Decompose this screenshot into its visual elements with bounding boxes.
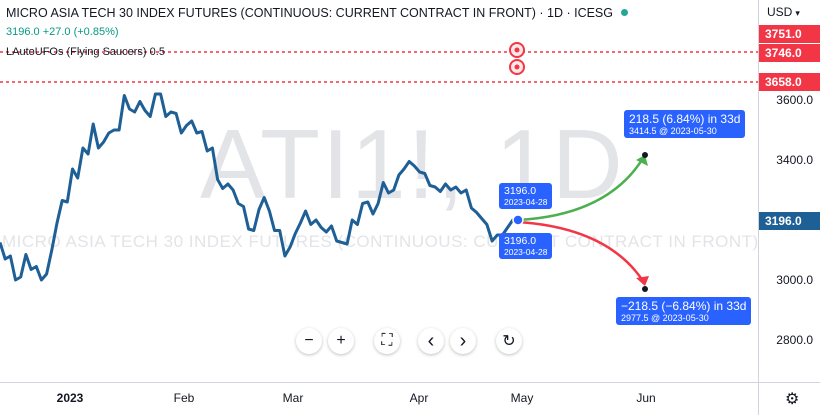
current-price-point bbox=[512, 214, 524, 226]
ufo-marker-icon bbox=[509, 42, 525, 75]
callout-current-top[interactable]: 3196.0 2023-04-28 bbox=[499, 183, 553, 209]
projection-up-point bbox=[642, 152, 648, 158]
callout-current-bottom[interactable]: 3196.0 2023-04-28 bbox=[499, 233, 553, 259]
projection-down-arrowhead bbox=[636, 276, 649, 286]
price-tag-lower: 3658.0 bbox=[759, 73, 820, 91]
price-tick: 2800.0 bbox=[776, 333, 813, 347]
callout-current-top-sub: 2023-04-28 bbox=[504, 197, 548, 207]
price-axis[interactable]: USD ▾ 3751.0 3746.0 3658.0 3600.0 3400.0 … bbox=[758, 0, 820, 382]
projection-down-arrow bbox=[517, 220, 647, 285]
symbol-title[interactable]: MICRO ASIA TECH 30 INDEX FUTURES (CONTIN… bbox=[6, 6, 628, 20]
callout-current-bottom-main: 3196.0 bbox=[504, 235, 537, 247]
time-tick: 2023 bbox=[56, 391, 84, 405]
time-tick: Jun bbox=[636, 391, 656, 405]
callout-current-bottom-sub: 2023-04-28 bbox=[504, 247, 548, 257]
callout-up-sub: 3414.5 @ 2023-05-30 bbox=[629, 126, 717, 136]
time-tick: Mar bbox=[282, 391, 304, 405]
time-tick: May bbox=[510, 391, 534, 405]
chart-area[interactable]: ATI1!, 1D MICRO ASIA TECH 30 INDEX FUTUR… bbox=[0, 0, 758, 382]
callout-down-sub: 2977.5 @ 2023-05-30 bbox=[621, 313, 709, 323]
gear-icon[interactable]: ⚙ bbox=[785, 391, 800, 408]
time-axis[interactable]: 2023 Feb Mar Apr May Jun bbox=[0, 382, 758, 415]
currency-selector[interactable]: USD ▾ bbox=[767, 5, 800, 19]
projection-down-point bbox=[642, 286, 648, 292]
callout-up-main: 218.5 (6.84%) in 33d bbox=[629, 112, 741, 126]
callout-down[interactable]: −218.5 (−6.84%) in 33d 2977.5 @ 2023-05-… bbox=[616, 297, 752, 325]
time-tick: Feb bbox=[173, 391, 195, 405]
price-tick: 3000.0 bbox=[776, 273, 813, 287]
callout-down-main: −218.5 (−6.84%) in 33d bbox=[621, 299, 747, 313]
market-status-icon bbox=[621, 9, 628, 16]
watermark-name: MICRO ASIA TECH 30 INDEX FUTURES (CONTIN… bbox=[2, 232, 758, 251]
scroll-right-button[interactable]: › bbox=[450, 328, 476, 354]
indicator-legend[interactable]: LAutoUFOs (Flying Saucers) 0.5 bbox=[6, 46, 165, 58]
chevron-down-icon: ▾ bbox=[795, 8, 800, 18]
time-tick: Apr bbox=[409, 391, 429, 405]
quote-change: 3196.0 +27.0 (+0.85%) bbox=[6, 26, 119, 38]
zoom-out-button[interactable]: − bbox=[296, 328, 322, 354]
scroll-left-button[interactable]: ‹ bbox=[418, 328, 444, 354]
reset-chart-button[interactable]: ↻ bbox=[496, 328, 522, 354]
price-tag-upper: 3746.0 bbox=[759, 44, 820, 62]
price-tag-current: 3196.0 bbox=[759, 212, 820, 230]
price-line bbox=[0, 92, 519, 282]
price-plot[interactable] bbox=[0, 0, 758, 382]
chart-settings-corner: ⚙ bbox=[758, 382, 820, 415]
projection-up-arrow bbox=[517, 154, 647, 222]
price-tick: 3400.0 bbox=[776, 153, 813, 167]
price-tick: 3600.0 bbox=[776, 93, 813, 107]
price-tag-high: 3751.0 bbox=[759, 25, 820, 43]
fullscreen-button[interactable]: ⛶ bbox=[374, 328, 400, 354]
zoom-in-button[interactable]: + bbox=[328, 328, 354, 354]
callout-current-top-main: 3196.0 bbox=[504, 185, 537, 197]
callout-up[interactable]: 218.5 (6.84%) in 33d 3414.5 @ 2023-05-30 bbox=[624, 110, 746, 138]
